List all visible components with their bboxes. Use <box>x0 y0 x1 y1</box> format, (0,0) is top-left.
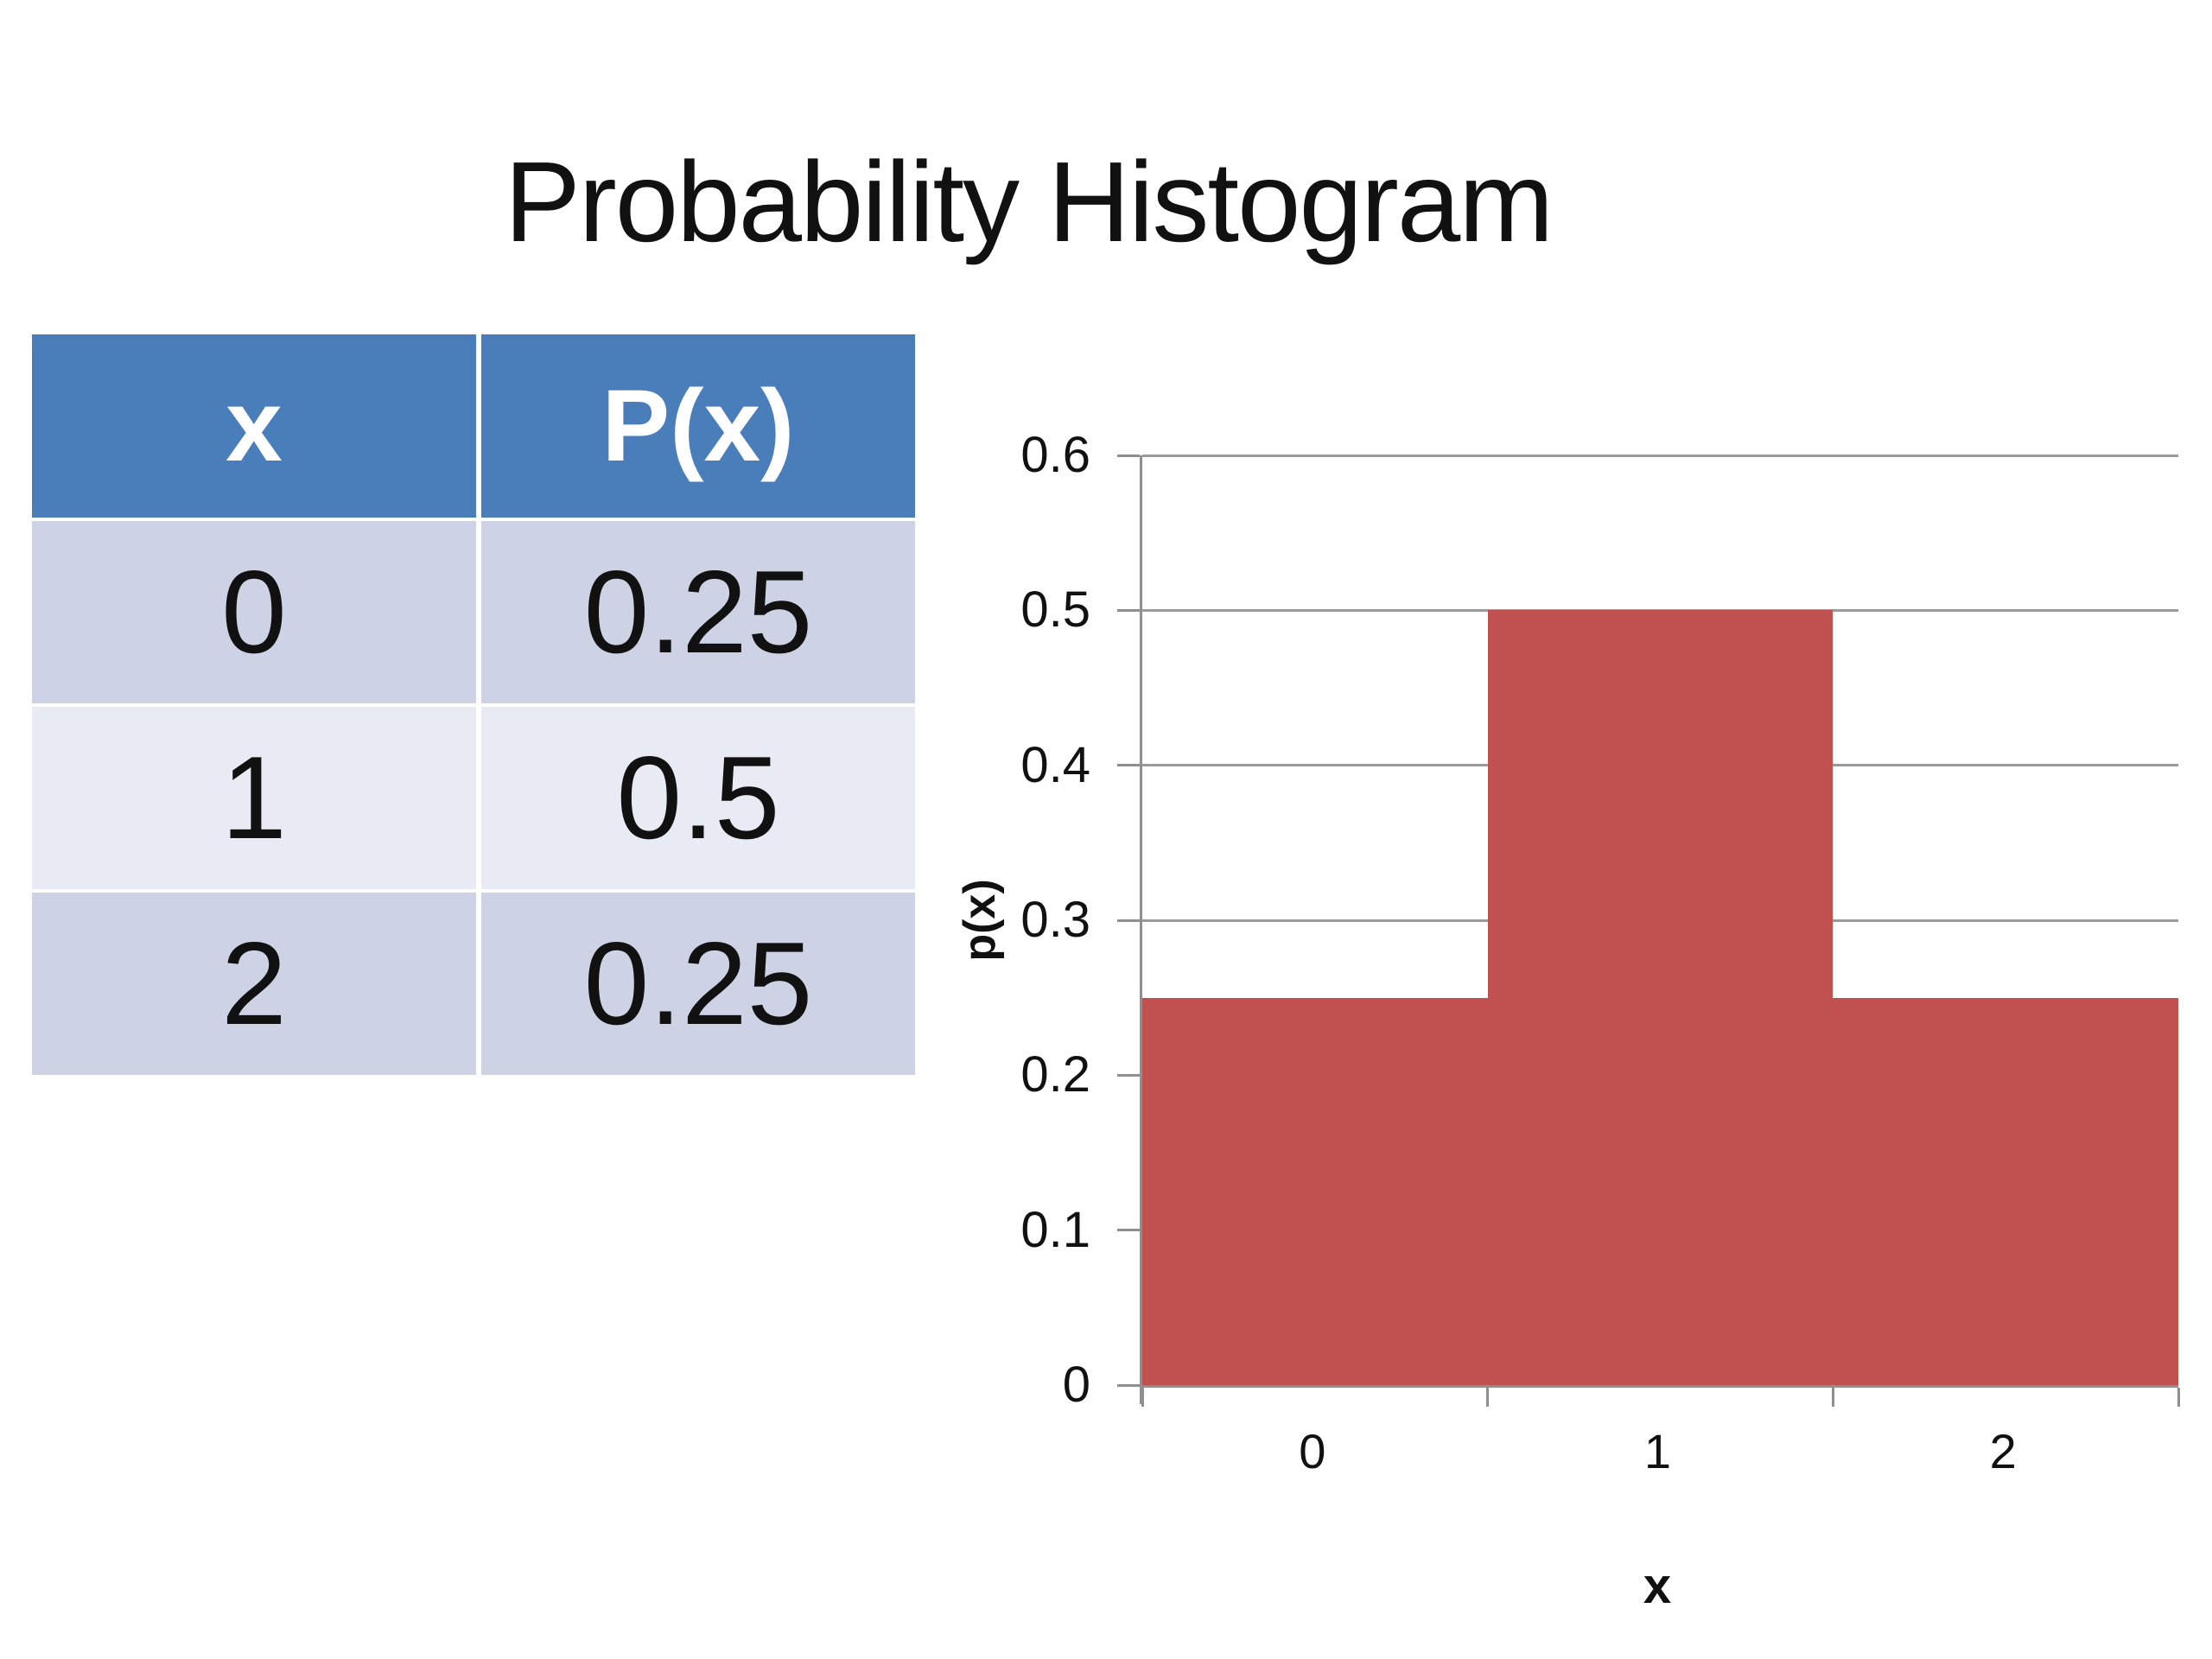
gridline-y-0.2 <box>1142 1073 2178 1077</box>
gridline-y-0.4 <box>1142 764 2178 767</box>
y-tick-label-0.2: 0.2 <box>1020 1046 1090 1103</box>
gridline-y-0.6 <box>1142 454 2178 457</box>
gridline-y-0.3 <box>1142 918 2178 922</box>
gridline-y-0.1 <box>1142 1229 2178 1232</box>
y-tick-0.1 <box>1117 1229 1140 1232</box>
x-tick-1 <box>1486 1388 1490 1407</box>
x-category-label-1: 1 <box>1643 1424 1672 1478</box>
probability-table: x P(x) 0 0.25 1 0.5 2 0.25 <box>32 334 915 1075</box>
bar-x0 <box>1142 997 1488 1385</box>
x-axis-title: x <box>1643 1558 1672 1614</box>
x-category-label-2: 2 <box>1989 1424 2017 1478</box>
y-tick-label-0.3: 0.3 <box>1020 892 1090 948</box>
y-tick-label-0.1: 0.1 <box>1020 1201 1090 1258</box>
y-axis-title: p(x) <box>955 879 1005 962</box>
table-cell-r0-c1: 0.25 <box>481 521 915 703</box>
table-header-x: x <box>32 334 476 518</box>
gridline-y-0.5 <box>1142 608 2178 612</box>
y-tick-label-0.5: 0.5 <box>1020 582 1090 639</box>
y-tick-0 <box>1117 1383 1140 1387</box>
x-tick-0 <box>1141 1388 1144 1407</box>
table-cell-r1-c0: 1 <box>32 707 476 889</box>
table-header-px: P(x) <box>481 334 915 518</box>
y-tick-0.2 <box>1117 1073 1140 1077</box>
table-cell-r0-c0: 0 <box>32 521 476 703</box>
x-tick-3 <box>2177 1388 2180 1407</box>
bar-x1 <box>1487 610 1834 1385</box>
table-cell-r2-c1: 0.25 <box>481 893 915 1075</box>
x-tick-2 <box>1831 1388 1834 1407</box>
y-tick-label-0.6: 0.6 <box>1020 427 1090 483</box>
bar-x2 <box>1833 997 2178 1385</box>
table-cell-r2-c0: 2 <box>32 893 476 1075</box>
y-tick-label-0: 0 <box>1062 1357 1090 1413</box>
y-tick-0.3 <box>1117 918 1140 922</box>
table-cell-r1-c1: 0.5 <box>481 707 915 889</box>
y-tick-label-0.4: 0.4 <box>1020 736 1090 793</box>
y-tick-0.6 <box>1117 454 1140 457</box>
plot-area <box>1117 454 2180 1407</box>
page-title: Probability Histogram <box>504 138 1554 265</box>
x-category-label-0: 0 <box>1299 1424 1326 1478</box>
y-tick-0.4 <box>1117 764 1140 767</box>
y-tick-0.5 <box>1117 608 1140 612</box>
y-axis-extension <box>1140 1385 1142 1404</box>
